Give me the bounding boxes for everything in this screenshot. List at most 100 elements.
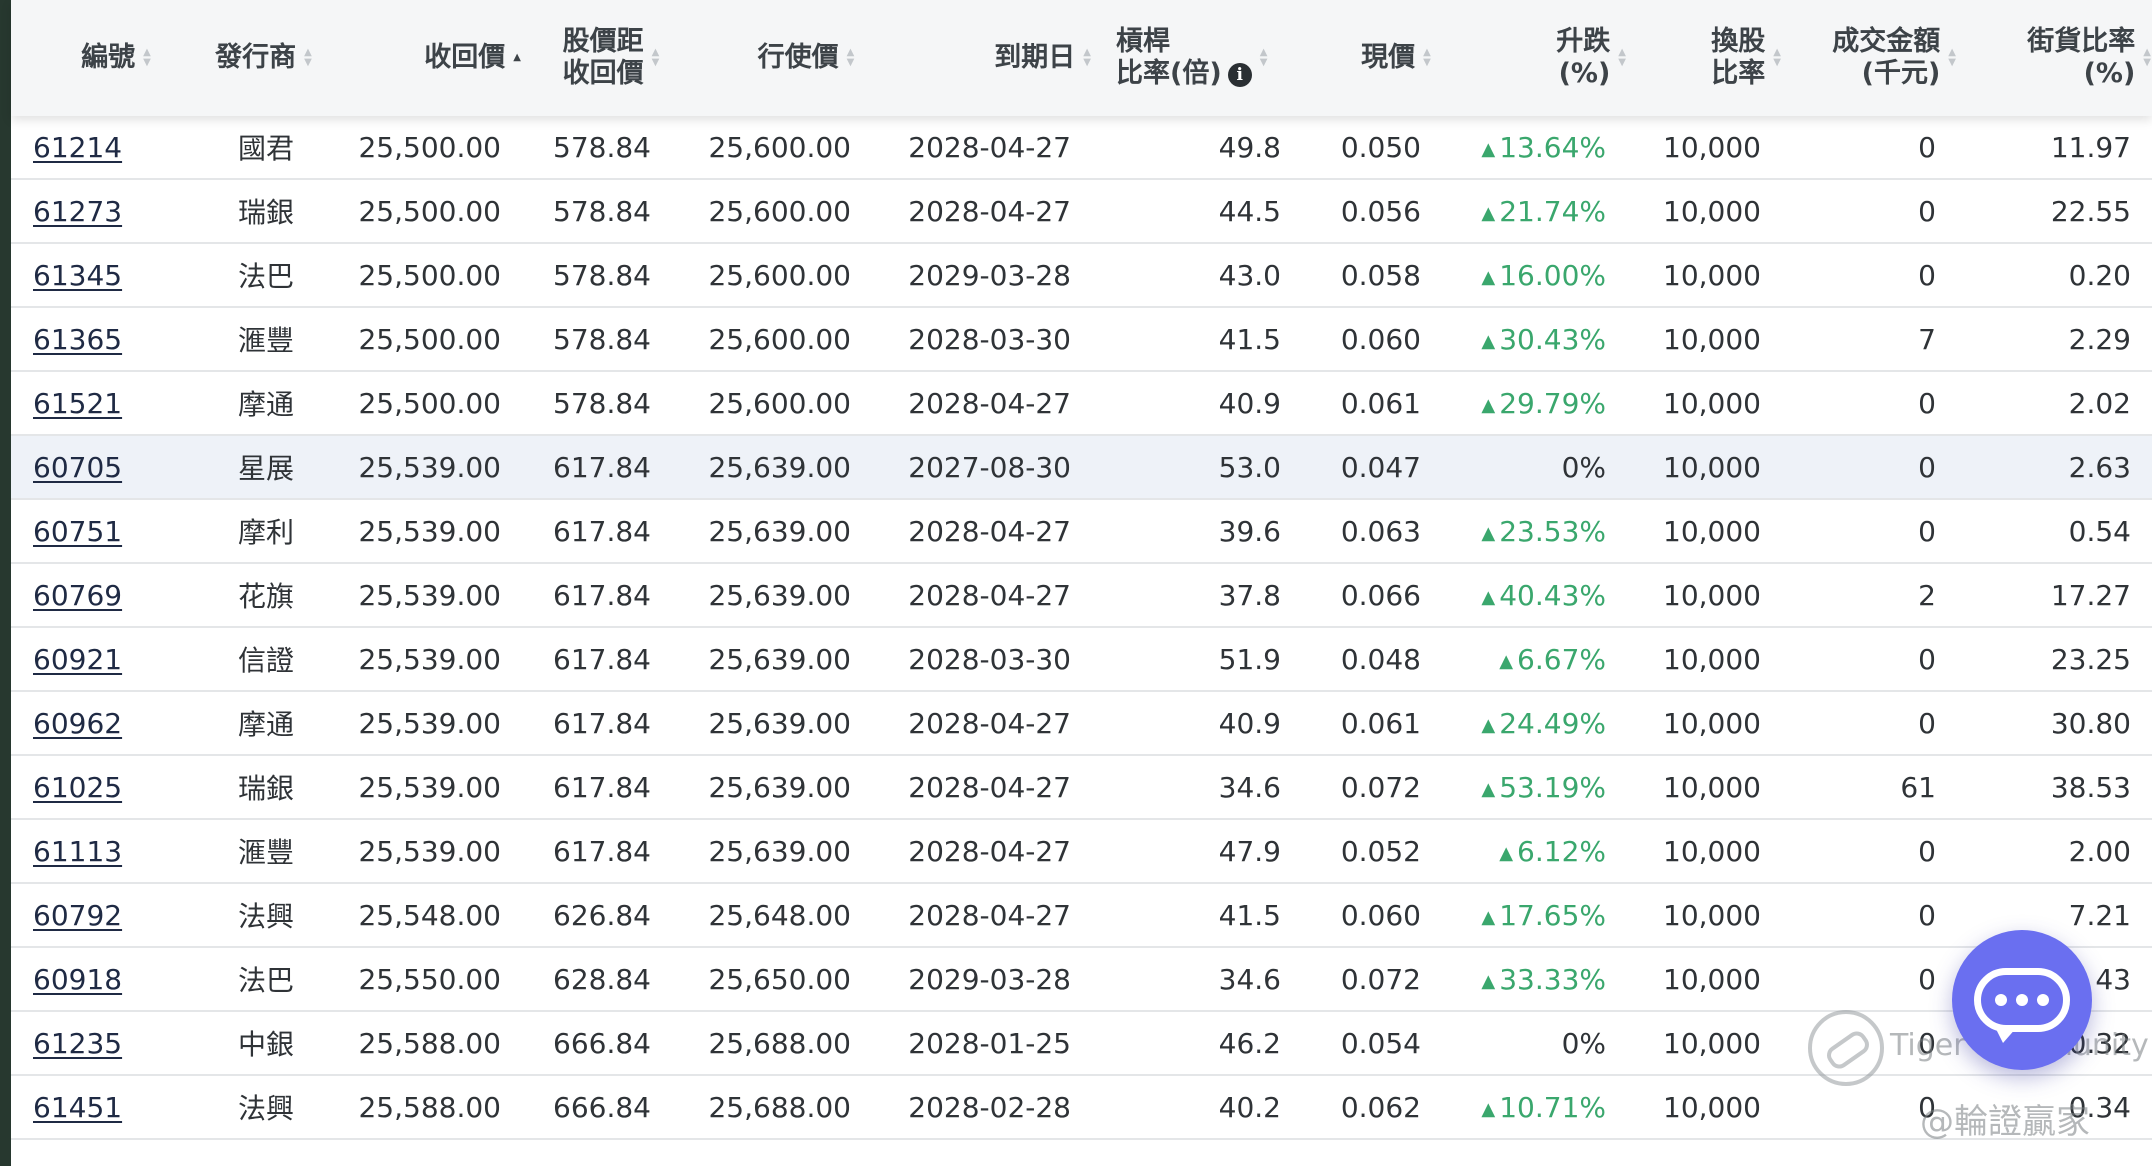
table-row[interactable]: 61345 法巴 25,500.00 578.84 25,600.00 2029-03-2…: [11, 244, 2152, 308]
warrant-code-link[interactable]: 61214: [33, 130, 123, 164]
column-header-distance[interactable]: 股價距 收回價 ▲ ▼: [541, 0, 681, 116]
warrant-code-link[interactable]: 61451: [33, 1090, 123, 1124]
cell-code[interactable]: 61451: [33, 1076, 173, 1138]
column-header-leverage[interactable]: 槓桿 比率(倍) i ▲ ▼: [1116, 0, 1301, 116]
cell-code[interactable]: 61273: [33, 180, 173, 242]
sort-arrows-icon[interactable]: ▲ ▼: [1083, 48, 1091, 68]
sort-down-icon: ▼: [1618, 57, 1626, 68]
column-header-line1: 到期日: [994, 42, 1076, 73]
table-row[interactable]: 60921 信證 25,539.00 617.84 25,639.00 2028-03-3…: [11, 628, 2152, 692]
cell-code[interactable]: 60769: [33, 564, 173, 626]
warrant-code-link[interactable]: 61273: [33, 194, 123, 228]
warrant-code-link[interactable]: 61235: [33, 1026, 123, 1060]
up-triangle-icon: ▲: [1481, 202, 1496, 224]
sort-arrows-icon[interactable]: ▲ ▼: [1423, 48, 1431, 68]
column-header-ratio[interactable]: 換股 比率 ▲ ▼: [1671, 0, 1781, 116]
cell-outstanding: 2.63: [2068, 450, 2131, 484]
table-row[interactable]: 60751 摩利 25,539.00 617.84 25,639.00 2028-04-2…: [11, 500, 2152, 564]
warrant-code-link[interactable]: 60705: [33, 450, 123, 484]
warrant-code-link[interactable]: 61521: [33, 386, 123, 420]
cell-code[interactable]: 60705: [33, 436, 173, 498]
sort-arrows-icon[interactable]: ▲ ▼: [304, 48, 312, 68]
table-row[interactable]: 61113 滙豐 25,539.00 617.84 25,639.00 2028-04-2…: [11, 820, 2152, 884]
table-row[interactable]: 61025 瑞銀 25,539.00 617.84 25,639.00 2028-04-2…: [11, 756, 2152, 820]
warrant-code-link[interactable]: 60962: [33, 706, 123, 740]
sort-arrows-icon[interactable]: ▲: [513, 53, 521, 63]
cell-expiry: 2028-04-27: [908, 834, 1071, 868]
table-row[interactable]: 61235 中銀 25,588.00 666.84 25,688.00 2028-01-2…: [11, 1012, 2152, 1076]
column-header-callprice[interactable]: 收回價 ▲: [341, 0, 521, 116]
change-value: ▲ 21.74%: [1481, 195, 1606, 228]
column-header-price[interactable]: 現價 ▲ ▼: [1336, 0, 1456, 116]
cell-code[interactable]: 60918: [33, 948, 173, 1010]
cell-code[interactable]: 61025: [33, 756, 173, 818]
sort-down-icon: ▼: [1773, 57, 1781, 68]
change-value: ▲ 30.43%: [1481, 323, 1606, 356]
table-row[interactable]: 61214 國君 25,500.00 578.84 25,600.00 2028-04-2…: [11, 116, 2152, 180]
cell-leverage: 46.2: [1218, 1026, 1281, 1060]
sort-arrows-icon[interactable]: ▲ ▼: [2143, 48, 2151, 68]
chat-bubble-icon: [1974, 968, 2070, 1043]
sort-arrows-icon[interactable]: ▲ ▼: [1260, 48, 1268, 68]
sort-arrows-icon[interactable]: ▲ ▼: [847, 48, 855, 68]
column-header-expiry[interactable]: 到期日 ▲ ▼: [931, 0, 1091, 116]
column-header-code[interactable]: 編號 ▲ ▼: [61, 0, 171, 116]
cell-turnover: 0: [1918, 194, 1936, 228]
sort-down-icon: ▼: [846, 57, 855, 68]
cell-code[interactable]: 61521: [33, 372, 173, 434]
chat-button[interactable]: [1952, 930, 2092, 1070]
cell-code[interactable]: 61345: [33, 244, 173, 306]
warrant-code-link[interactable]: 60792: [33, 898, 123, 932]
table-row[interactable]: 60792 法興 25,548.00 626.84 25,648.00 2028-04-2…: [11, 884, 2152, 948]
column-header-line1: 現價: [1361, 42, 1416, 73]
table-row[interactable]: 61365 滙豐 25,500.00 578.84 25,600.00 2028-03-3…: [11, 308, 2152, 372]
cell-callprice: 25,500.00: [358, 258, 501, 292]
cell-issuer: 摩利: [237, 516, 294, 549]
column-header-change[interactable]: 升跌 (%) ▲ ▼: [1491, 0, 1626, 116]
table-row[interactable]: 61273 瑞銀 25,500.00 578.84 25,600.00 2028-04-2…: [11, 180, 2152, 244]
sort-arrows-icon[interactable]: ▲ ▼: [652, 48, 660, 68]
cell-code[interactable]: 61365: [33, 308, 173, 370]
cell-issuer: 瑞銀: [237, 772, 294, 805]
cell-strike: 25,639.00: [708, 834, 851, 868]
cell-code[interactable]: 60962: [33, 692, 173, 754]
info-icon[interactable]: i: [1227, 62, 1252, 87]
column-header-issuer[interactable]: 發行商 ▲ ▼: [196, 0, 331, 116]
table-row[interactable]: 61521 摩通 25,500.00 578.84 25,600.00 2028-04-2…: [11, 372, 2152, 436]
cell-code[interactable]: 61113: [33, 820, 173, 882]
sort-arrows-icon[interactable]: ▲ ▼: [143, 48, 151, 68]
sort-arrows-icon[interactable]: ▲ ▼: [1773, 48, 1781, 68]
column-header-outstanding[interactable]: 街貨比率 (%) ▲ ▼: [1991, 0, 2151, 116]
sort-arrows-icon[interactable]: ▲ ▼: [1618, 48, 1626, 68]
warrant-code-link[interactable]: 60769: [33, 578, 123, 612]
warrant-code-link[interactable]: 60751: [33, 514, 123, 548]
cell-issuer: 法巴: [237, 964, 294, 997]
table-row[interactable]: 60769 花旗 25,539.00 617.84 25,639.00 2028-04-2…: [11, 564, 2152, 628]
cell-code[interactable]: 60921: [33, 628, 173, 690]
cell-callprice: 25,539.00: [358, 770, 501, 804]
cell-code[interactable]: 60751: [33, 500, 173, 562]
table-row[interactable]: 60705 星展 25,539.00 617.84 25,639.00 2027-08-3…: [11, 436, 2152, 500]
warrant-code-link[interactable]: 61365: [33, 322, 123, 356]
cell-code[interactable]: 61235: [33, 1012, 173, 1074]
cell-price: 0.062: [1340, 1090, 1421, 1124]
sort-arrows-icon[interactable]: ▲ ▼: [1948, 48, 1956, 68]
table-row[interactable]: 61451 法興 25,588.00 666.84 25,688.00 2028-02-2…: [11, 1076, 2152, 1140]
column-header-line2: (%): [1559, 58, 1611, 90]
cell-code[interactable]: 61214: [33, 116, 173, 178]
warrant-code-link[interactable]: 60918: [33, 962, 123, 996]
sort-up-icon: ▲: [1259, 47, 1268, 58]
cell-code[interactable]: 60792: [33, 884, 173, 946]
change-text: 53.19%: [1499, 770, 1606, 804]
cell-outstanding: 11.97: [2050, 130, 2131, 164]
column-header-strike[interactable]: 行使價 ▲ ▼: [731, 0, 881, 116]
warrant-code-link[interactable]: 61113: [33, 834, 123, 868]
table-row[interactable]: 60918 法巴 25,550.00 628.84 25,650.00 2029-03-2…: [11, 948, 2152, 1012]
cell-price: 0.058: [1340, 258, 1421, 292]
warrant-code-link[interactable]: 61025: [33, 770, 123, 804]
warrant-code-link[interactable]: 60921: [33, 642, 123, 676]
table-row[interactable]: 60962 摩通 25,539.00 617.84 25,639.00 2028-04-2…: [11, 692, 2152, 756]
warrant-code-link[interactable]: 61345: [33, 258, 123, 292]
column-header-turnover[interactable]: 成交金額 (千元) ▲ ▼: [1801, 0, 1956, 116]
sort-up-icon: ▲: [304, 47, 312, 58]
